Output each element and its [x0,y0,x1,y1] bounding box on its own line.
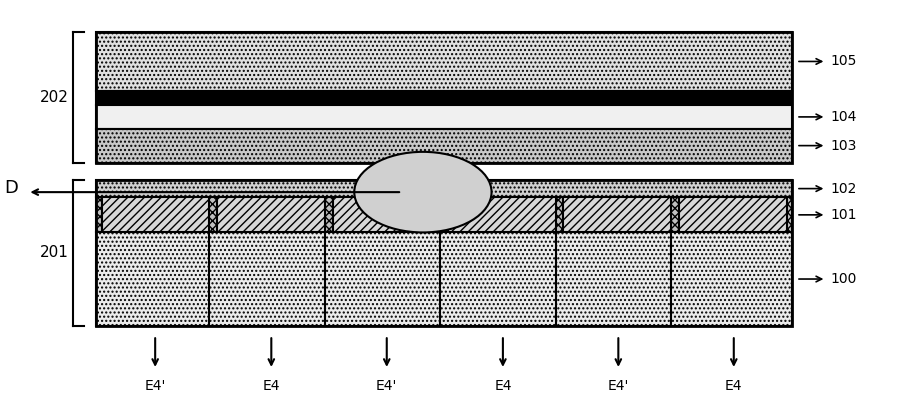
Text: E4': E4' [145,379,166,394]
Bar [96,32,791,91]
Text: E4': E4' [376,379,398,394]
Bar [96,180,791,197]
Text: 101: 101 [831,208,857,222]
Bar [448,197,555,232]
Text: 102: 102 [831,182,857,196]
Text: 100: 100 [831,272,857,286]
Bar [101,197,209,232]
Text: E4: E4 [262,379,280,394]
Text: 105: 105 [831,55,857,69]
Ellipse shape [355,152,492,232]
Text: E4: E4 [725,379,742,394]
Text: 202: 202 [40,90,68,105]
Bar [96,129,791,163]
Bar [332,197,440,232]
Bar [564,197,671,232]
Bar [96,232,791,326]
Text: E4': E4' [608,379,629,394]
Text: E4: E4 [495,379,512,394]
Text: 103: 103 [831,139,857,152]
Bar [679,197,787,232]
Bar [217,197,325,232]
Text: D: D [5,179,18,196]
Text: 201: 201 [40,245,68,260]
Text: 104: 104 [831,110,857,124]
Bar [96,105,791,129]
Bar [96,197,791,232]
Bar [96,180,791,326]
Bar [96,32,791,163]
Bar [96,91,791,105]
